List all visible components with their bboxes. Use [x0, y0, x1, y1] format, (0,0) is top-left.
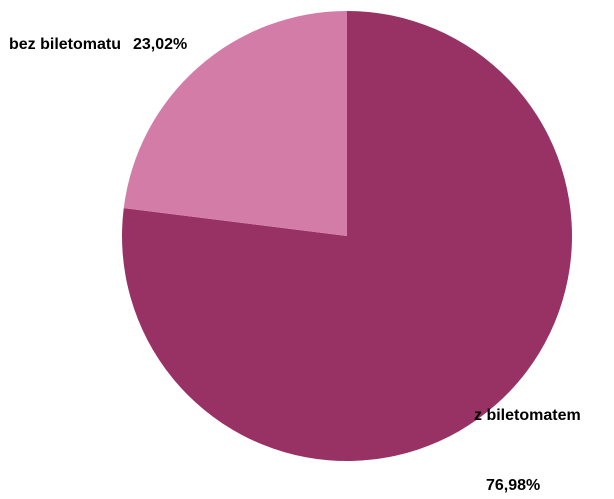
slice-label-z-biletomatem: z biletomatem: [474, 407, 581, 424]
pie-slice-z-biletomatem: [122, 11, 572, 462]
slice-value-z-biletomatem: 76,98%: [486, 477, 540, 494]
pie-slice-bez-biletomatu: [123, 11, 348, 236]
slice-value-bez-biletomatu: 23,02%: [133, 36, 187, 53]
slice-label-bez-biletomatu: bez biletomatu: [9, 36, 121, 53]
